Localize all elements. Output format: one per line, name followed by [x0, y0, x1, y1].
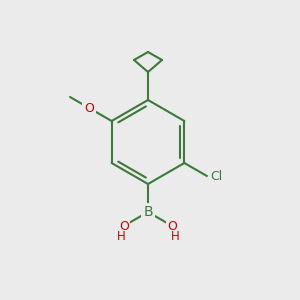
Text: O: O	[84, 101, 94, 115]
Text: B: B	[143, 205, 153, 219]
Text: O: O	[167, 220, 177, 232]
Text: O: O	[119, 220, 129, 232]
Text: Cl: Cl	[210, 169, 222, 182]
Text: H: H	[116, 230, 125, 244]
Text: H: H	[171, 230, 180, 244]
